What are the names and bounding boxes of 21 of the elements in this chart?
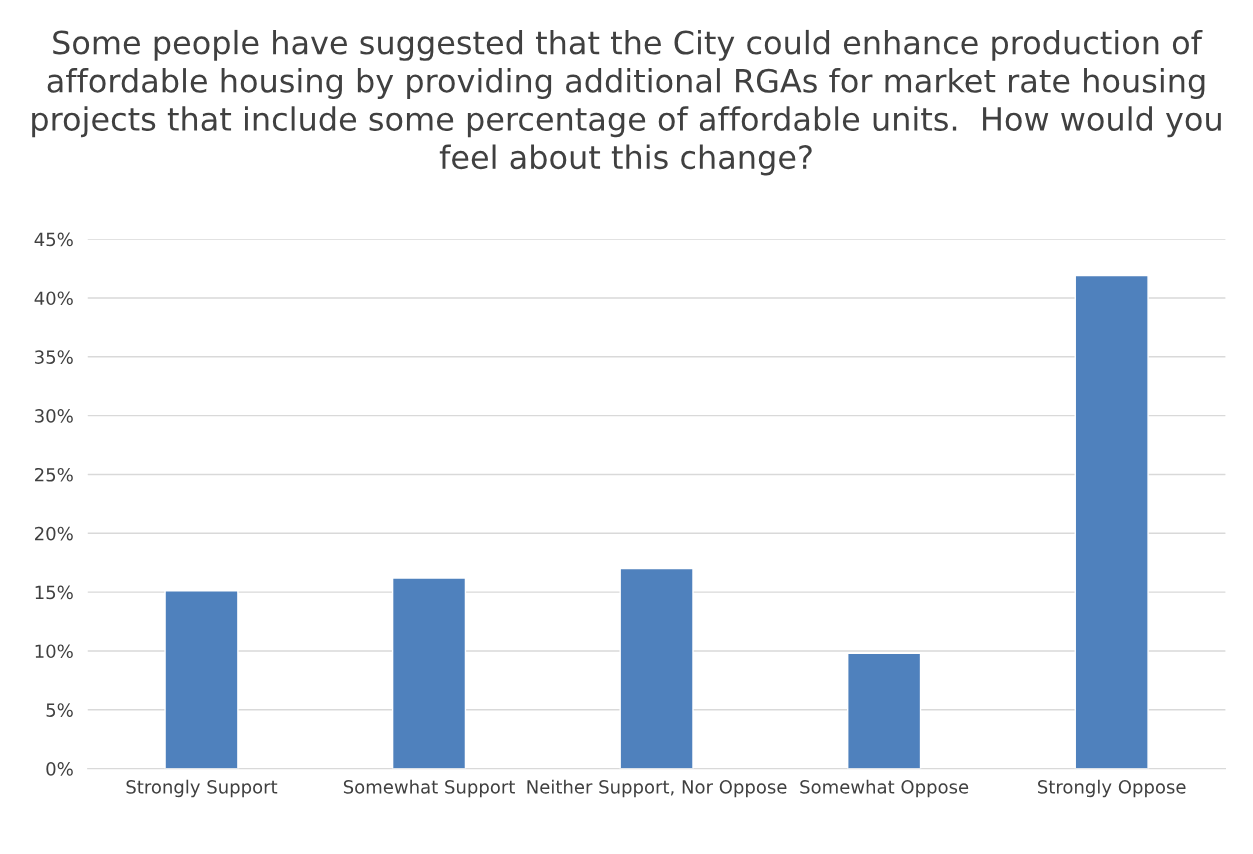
bar (1074, 274, 1149, 769)
x-tick-label: Strongly Oppose (1038, 779, 1186, 798)
bar (847, 652, 922, 769)
y-tick-label: 35% (35, 350, 73, 364)
chart-title: Some people have suggested that the City could enhance production of affordable housing by providing additional RGAs for market rate housing projects that include some percentage of affordable units. How would you feel about this change? (32, 29, 1221, 176)
y-tick-label: 5% (46, 703, 73, 717)
bar (164, 590, 239, 769)
x-tick-label: Somewhat Support (343, 779, 515, 798)
x-tick-label: Strongly Support (126, 779, 278, 798)
x-tick-label: Somewhat Oppose (800, 779, 969, 798)
y-tick-label: 45% (34, 232, 73, 247)
y-tick-label: 40% (34, 291, 73, 306)
y-tick-label: 20% (35, 526, 73, 541)
y-tick-label: 25% (35, 467, 73, 482)
bar (619, 567, 694, 769)
y-tick-label: 10% (35, 644, 73, 659)
y-tick-label: 30% (35, 409, 73, 423)
x-tick-label: Neither Support, Nor Oppose (527, 779, 787, 798)
y-tick-label: 15% (35, 585, 73, 600)
y-tick-label: 0% (46, 762, 73, 776)
bar (391, 577, 467, 769)
